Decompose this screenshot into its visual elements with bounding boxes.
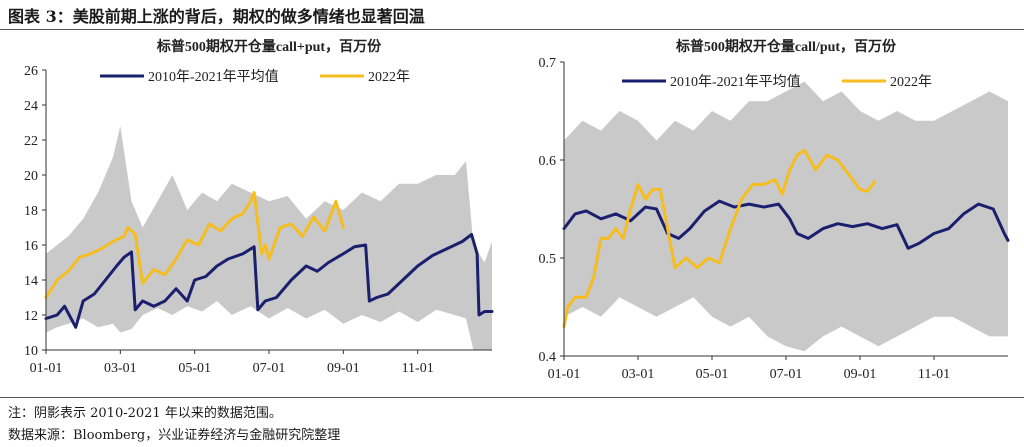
footer-rule (0, 397, 1024, 398)
legend-label-avg: 2010年-2021年平均值 (148, 69, 279, 85)
x-tick-label: 07-01 (770, 367, 803, 382)
legend-label-2022: 2022年 (368, 69, 410, 85)
y-tick-label: 16 (24, 239, 38, 254)
chart-title: 标普500期权开仓量call/put，百万份 (675, 38, 897, 55)
y-tick-label: 0.4 (539, 350, 557, 365)
series-line-2022 (562, 148, 877, 329)
x-tick-label: 05-01 (696, 367, 729, 382)
y-tick-label: 24 (24, 99, 38, 114)
series-line-2022 (44, 191, 345, 299)
x-tick-label: 09-01 (844, 367, 877, 382)
chart-title: 标普500期权开仓量call+put，百万份 (156, 38, 382, 55)
x-tick-label: 05-01 (178, 361, 211, 376)
x-tick-label: 03-01 (104, 361, 137, 376)
y-tick-label: 12 (24, 309, 38, 324)
y-tick-label: 26 (24, 64, 38, 79)
x-tick-label: 09-01 (327, 361, 360, 376)
x-tick-label: 01-01 (30, 361, 63, 376)
x-tick-label: 01-01 (548, 367, 581, 382)
y-tick-label: 0.5 (539, 252, 557, 267)
legend-label-avg: 2010年-2021年平均值 (670, 74, 801, 90)
chart-call-put-ratio: 标普500期权开仓量call/put，百万份 0.4 0.5 0.6 0.7 01-01 0… (539, 38, 1010, 382)
figure-note: 注：阴影表示 2010-2021 年以来的数据范围。 (8, 406, 282, 421)
y-tick-label: 18 (24, 204, 38, 219)
series-line-avg-2010-2021 (44, 233, 494, 329)
y-tick-label: 14 (24, 274, 38, 289)
x-tick-label: 11-01 (402, 361, 434, 376)
y-tick-label: 22 (24, 134, 38, 149)
figure-title: 图表 3：美股前期上涨的背后，期权的做多情绪也显著回温 (8, 7, 425, 26)
figure-source: 数据来源：Bloomberg，兴业证券经济与金融研究院整理 (8, 428, 341, 443)
legend-label-2022: 2022年 (890, 74, 932, 90)
x-tick-label: 07-01 (253, 361, 286, 376)
chart-panel-left: 标普500期权开仓量call+put，百万份 10 12 14 16 18 20 22 24 26… (0, 33, 510, 395)
x-tick-label: 03-01 (622, 367, 655, 382)
chart-panel-right: 标普500期权开仓量call/put，百万份 0.4 0.5 0.6 0.7 01-01 0… (512, 33, 1022, 395)
x-tick-label: 11-01 (918, 367, 950, 382)
series-line-avg-2010-2021 (562, 199, 1010, 250)
y-tick-label: 20 (24, 169, 38, 184)
y-tick-label: 10 (24, 344, 38, 359)
y-tick-label: 0.6 (539, 154, 557, 169)
title-rule (0, 29, 1024, 30)
range-band (46, 126, 492, 350)
y-tick-label: 0.7 (539, 56, 557, 71)
chart-call-plus-put: 标普500期权开仓量call+put，百万份 10 12 14 16 18 20 22 24 26… (24, 38, 494, 376)
